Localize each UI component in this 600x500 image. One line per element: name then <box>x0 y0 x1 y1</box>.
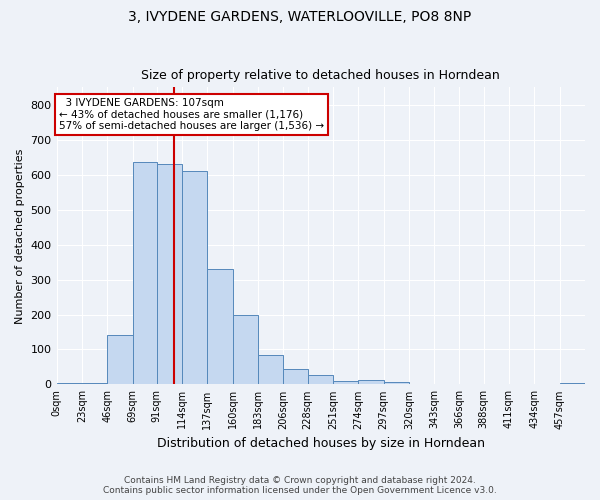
Bar <box>133 162 157 384</box>
Text: 3 IVYDENE GARDENS: 107sqm
← 43% of detached houses are smaller (1,176)
57% of se: 3 IVYDENE GARDENS: 107sqm ← 43% of detac… <box>59 98 324 131</box>
Bar <box>308 375 333 384</box>
Bar <box>233 314 258 384</box>
Bar <box>283 368 308 384</box>
Bar <box>208 269 233 384</box>
Text: Contains HM Land Registry data © Crown copyright and database right 2024.
Contai: Contains HM Land Registry data © Crown c… <box>103 476 497 495</box>
Bar <box>333 381 358 384</box>
Bar <box>82 382 107 384</box>
Title: Size of property relative to detached houses in Horndean: Size of property relative to detached ho… <box>142 69 500 82</box>
Bar <box>107 336 133 384</box>
Bar <box>358 380 383 384</box>
Bar <box>56 382 82 384</box>
Y-axis label: Number of detached properties: Number of detached properties <box>15 148 25 324</box>
Bar <box>182 171 208 384</box>
Bar <box>383 382 409 384</box>
Text: 3, IVYDENE GARDENS, WATERLOOVILLE, PO8 8NP: 3, IVYDENE GARDENS, WATERLOOVILLE, PO8 8… <box>128 10 472 24</box>
X-axis label: Distribution of detached houses by size in Horndean: Distribution of detached houses by size … <box>157 437 485 450</box>
Bar <box>258 354 283 384</box>
Bar <box>560 382 585 384</box>
Bar <box>157 164 182 384</box>
